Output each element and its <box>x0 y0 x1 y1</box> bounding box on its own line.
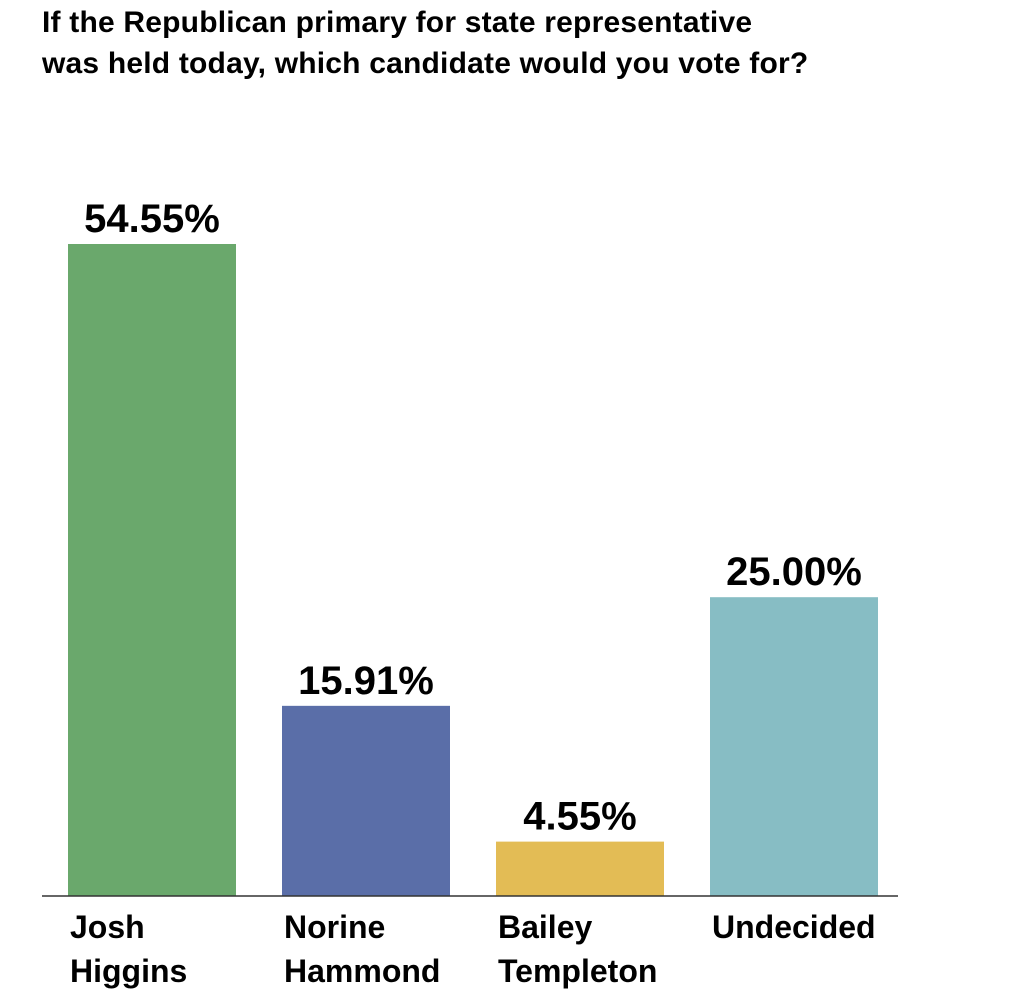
category-label-1-1: Hammond <box>284 953 440 989</box>
category-label-2-0: Bailey <box>498 909 592 945</box>
value-label-0: 54.55% <box>84 197 220 241</box>
value-label-1: 15.91% <box>298 659 434 703</box>
bar-3 <box>710 597 878 896</box>
category-label-1-0: Norine <box>284 909 385 945</box>
chart-title-line-2: was held today, which candidate would yo… <box>42 47 809 80</box>
value-label-3: 25.00% <box>726 550 862 594</box>
category-label-3-0: Undecided <box>712 909 876 945</box>
bar-1 <box>282 705 450 896</box>
category-label-0-0: Josh <box>70 909 145 945</box>
category-label-0-1: Higgins <box>70 953 187 989</box>
category-label-2-1: Templeton <box>498 953 657 989</box>
bar-0 <box>68 244 236 896</box>
chart-title-line-1: If the Republican primary for state repr… <box>42 6 753 39</box>
bars-group <box>68 244 878 896</box>
bar-2 <box>496 841 664 896</box>
chart-title: If the Republican primary for state repr… <box>42 2 942 84</box>
labels-group: 54.55% Josh Higgins 15.91% Norine Hammond 4.55… <box>70 197 876 989</box>
value-label-2: 4.55% <box>523 795 636 839</box>
